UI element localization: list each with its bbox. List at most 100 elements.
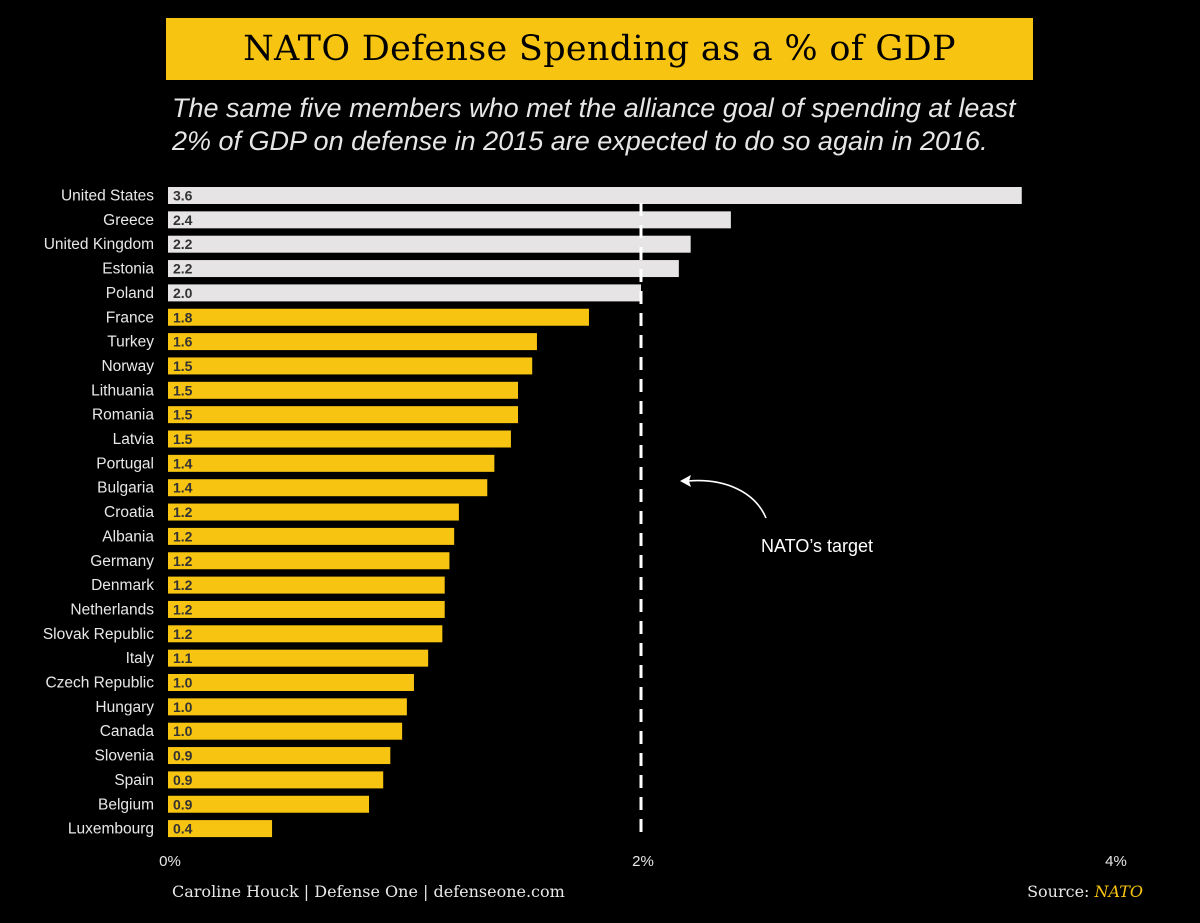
bar	[168, 698, 407, 716]
category-label: United Kingdom	[44, 236, 154, 253]
category-label: Portugal	[96, 455, 154, 472]
bar-value-label: 1.0	[173, 723, 193, 739]
target-annotation: NATO’s target	[680, 475, 873, 556]
annotation-label: NATO’s target	[761, 536, 873, 556]
bar	[168, 747, 391, 765]
bar-value-label: 1.1	[173, 650, 193, 666]
bar	[168, 771, 384, 789]
bar-value-label: 1.4	[173, 455, 193, 471]
category-label: Germany	[90, 553, 154, 570]
bar	[168, 649, 429, 667]
bar-value-label: 1.5	[173, 431, 193, 447]
category-label: Slovenia	[95, 748, 155, 765]
category-label: Lithuania	[91, 382, 154, 399]
category-label: Poland	[106, 285, 154, 302]
category-label: Greece	[103, 212, 154, 229]
bar-value-label: 1.2	[173, 504, 193, 520]
bar	[168, 406, 519, 424]
chart-title: NATO Defense Spending as a % of GDP	[243, 29, 956, 69]
category-label: Hungary	[95, 699, 154, 716]
bar	[168, 795, 370, 813]
category-label: Denmark	[91, 577, 154, 594]
bar	[168, 284, 641, 302]
bar-value-label: 1.2	[173, 626, 193, 642]
bar-value-label: 1.2	[173, 528, 193, 544]
bar	[168, 235, 691, 253]
bar-value-label: 1.0	[173, 675, 193, 691]
subtitle-line-2: 2% of GDP on defense in 2015 are expecte…	[172, 126, 988, 156]
bar-value-label: 0.9	[173, 772, 193, 788]
category-label: Latvia	[113, 431, 155, 448]
x-tick-label: 0%	[159, 853, 181, 870]
category-label: Turkey	[107, 334, 154, 351]
bar-value-label: 0.9	[173, 748, 193, 764]
bar	[168, 260, 679, 278]
bar-value-label: 2.2	[173, 261, 193, 277]
bar	[168, 381, 519, 399]
bar-value-label: 1.0	[173, 699, 193, 715]
bar	[168, 600, 445, 618]
bar-value-label: 3.6	[173, 188, 193, 204]
bar-value-label: 1.4	[173, 480, 193, 496]
x-tick-label: 4%	[1105, 853, 1127, 870]
bar-value-label: 1.5	[173, 382, 193, 398]
bar-value-label: 0.4	[173, 821, 193, 837]
category-label: United States	[61, 188, 154, 205]
category-label: Luxembourg	[68, 821, 154, 838]
bar	[168, 674, 414, 691]
title-banner: NATO Defense Spending as a % of GDP	[166, 18, 1033, 80]
bar	[168, 454, 495, 472]
bar	[168, 552, 450, 570]
bar	[168, 187, 1022, 204]
bar-value-label: 1.8	[173, 309, 193, 325]
footer-source: Source: NATO	[1027, 882, 1143, 901]
category-label: Spain	[114, 772, 154, 789]
annotation-arrow	[687, 479, 767, 519]
source-prefix: Source:	[1027, 882, 1090, 901]
category-label: Estonia	[102, 261, 154, 278]
x-tick-label: 2%	[632, 853, 654, 870]
bar	[168, 820, 273, 838]
bar	[168, 211, 731, 229]
bar-value-label: 1.2	[173, 601, 193, 617]
category-label: Italy	[126, 650, 155, 667]
footer-credit: Caroline Houck | Defense One | defenseon…	[172, 882, 565, 901]
category-label: Albania	[102, 528, 154, 545]
category-label: Belgium	[98, 796, 154, 813]
bar-value-label: 0.9	[173, 796, 193, 812]
bar	[168, 625, 443, 643]
category-label: Croatia	[104, 504, 154, 521]
annotation-arrowhead	[680, 475, 691, 487]
bar	[168, 333, 537, 351]
bar-value-label: 2.4	[173, 212, 193, 228]
bar	[168, 576, 445, 594]
bar-value-label: 1.6	[173, 334, 193, 350]
bar-value-label: 1.2	[173, 577, 193, 593]
subtitle-line-1: The same five members who met the allian…	[172, 93, 1016, 123]
category-label: Czech Republic	[45, 675, 154, 692]
category-label: Norway	[101, 358, 154, 375]
chart-subtitle: The same five members who met the allian…	[172, 92, 1072, 158]
bar	[168, 722, 403, 740]
bar	[168, 527, 455, 545]
category-label: France	[106, 309, 154, 326]
bar-value-label: 2.2	[173, 236, 193, 252]
category-label: Bulgaria	[97, 480, 154, 497]
category-label: Romania	[92, 407, 154, 424]
bar	[168, 479, 488, 497]
source-name: NATO	[1094, 882, 1143, 901]
category-label: Netherlands	[70, 601, 154, 618]
bar-value-label: 1.2	[173, 553, 193, 569]
bar-value-label: 2.0	[173, 285, 193, 301]
bar	[168, 357, 533, 375]
bar-value-label: 1.5	[173, 358, 193, 374]
bar-value-label: 1.5	[173, 407, 193, 423]
bars-layer: 3.6 United States 2.4 Greece 2.2 United Kingd…	[43, 187, 1022, 838]
category-label: Slovak Republic	[43, 626, 154, 643]
bar	[168, 430, 511, 448]
bar	[168, 503, 459, 521]
category-label: Canada	[100, 723, 155, 740]
x-axis: 0% 2% 4%	[159, 853, 1127, 870]
bar	[168, 308, 589, 326]
